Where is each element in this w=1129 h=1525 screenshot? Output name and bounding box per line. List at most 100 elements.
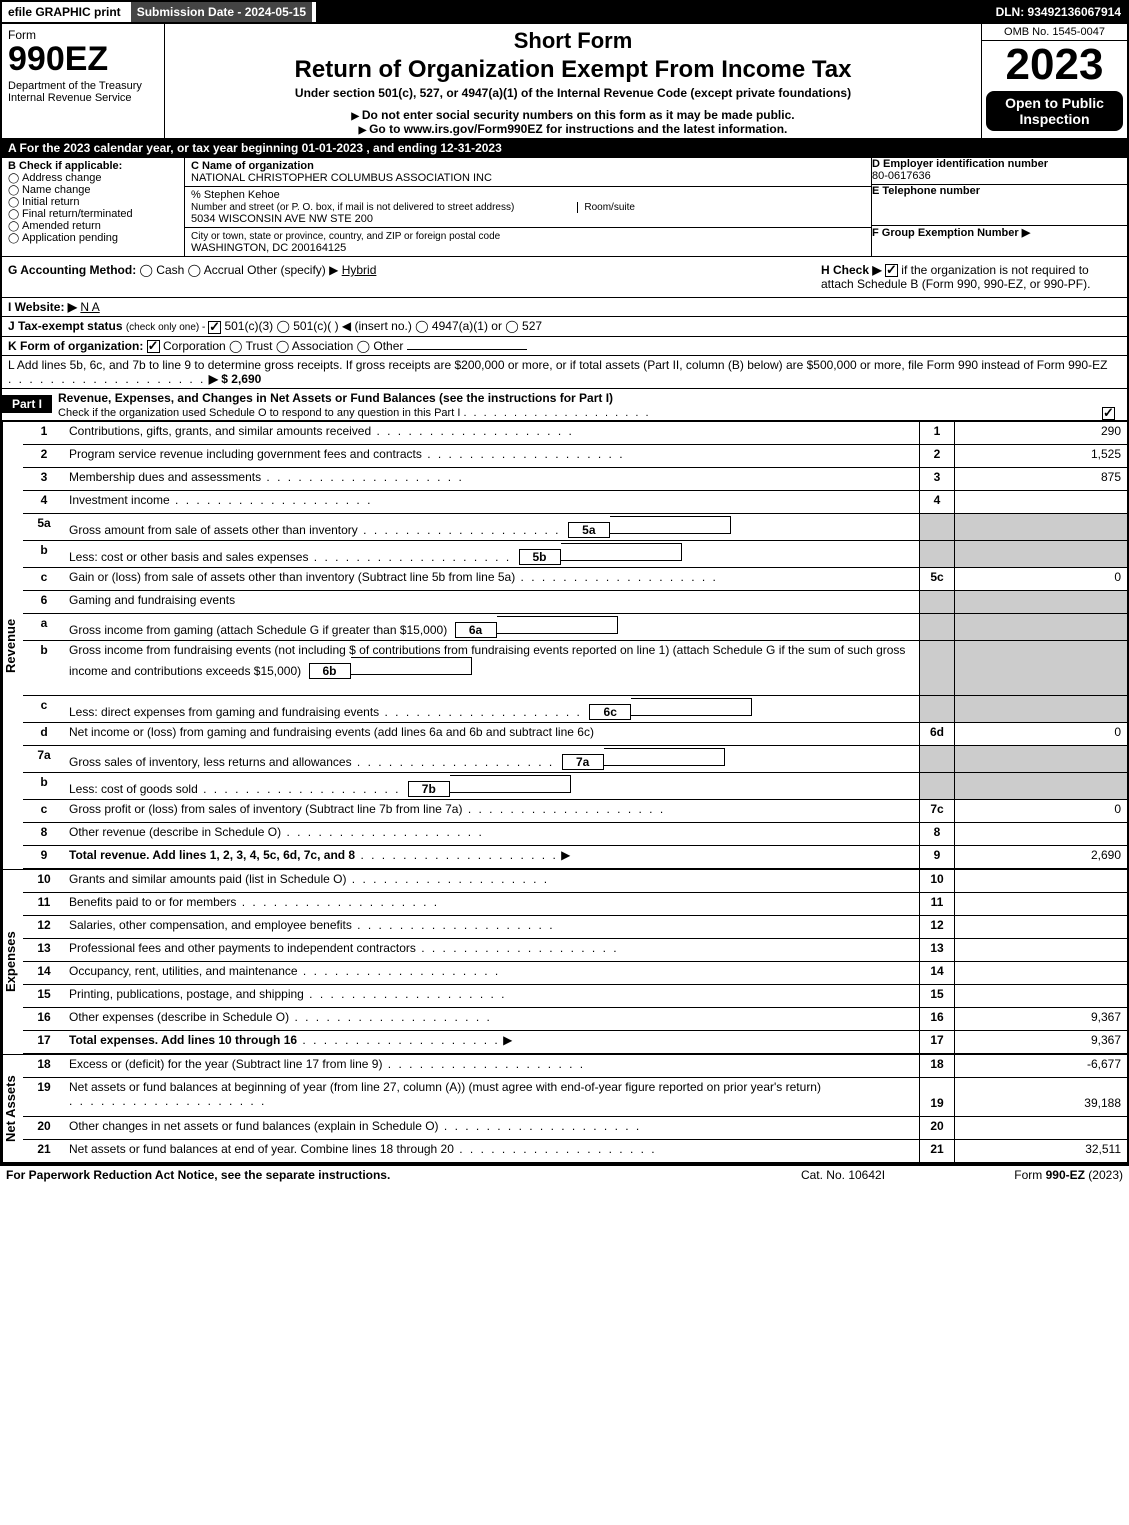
line-5a: 5aGross amount from sale of assets other… xyxy=(23,514,1127,541)
org-name: NATIONAL CHRISTOPHER COLUMBUS ASSOCIATIO… xyxy=(191,172,492,184)
subtitle: Under section 501(c), 527, or 4947(a)(1)… xyxy=(171,86,975,100)
part-1-check-text: Check if the organization used Schedule … xyxy=(58,407,460,419)
b-label: B Check if applicable: xyxy=(8,160,178,172)
efile-print-label[interactable]: efile GRAPHIC print xyxy=(2,2,127,22)
c-label: C Name of organization xyxy=(191,160,314,172)
line-8: 8Other revenue (describe in Schedule O)8 xyxy=(23,823,1127,846)
check-application-pending[interactable]: Application pending xyxy=(8,232,178,244)
check-name-change[interactable]: Name change xyxy=(8,184,178,196)
top-bar: efile GRAPHIC print Submission Date - 20… xyxy=(2,2,1127,24)
ssn-warning: Do not enter social security numbers on … xyxy=(171,108,975,122)
section-j-tax-status: J Tax-exempt status (check only one) - 5… xyxy=(2,317,1127,336)
city-state-zip: WASHINGTON, DC 200164125 xyxy=(191,242,346,254)
line-1: 1Contributions, gifts, grants, and simil… xyxy=(23,422,1127,445)
dln-number: DLN: 93492136067914 xyxy=(990,2,1127,22)
line-6c: cLess: direct expenses from gaming and f… xyxy=(23,696,1127,723)
section-k-form-org: K Form of organization: Corporation ◯ Tr… xyxy=(2,337,1127,356)
form-header: Form 990EZ Department of the Treasury In… xyxy=(2,24,1127,139)
section-b-checkboxes: B Check if applicable: Address change Na… xyxy=(2,158,185,256)
netassets-vlabel: Net Assets xyxy=(2,1055,23,1162)
omb-number: OMB No. 1545-0047 xyxy=(982,24,1127,41)
line-6b: bGross income from fundraising events (n… xyxy=(23,641,1127,696)
check-final-return[interactable]: Final return/terminated xyxy=(8,208,178,220)
line-6: 6Gaming and fundraising events xyxy=(23,591,1127,614)
short-form-title: Short Form xyxy=(171,28,975,54)
footer-formid: Form 990-EZ (2023) xyxy=(943,1168,1123,1182)
section-i-website: I Website: ▶ N A xyxy=(2,298,1127,317)
line-21: 21Net assets or fund balances at end of … xyxy=(23,1140,1127,1162)
period-line-a: A For the 2023 calendar year, or tax yea… xyxy=(2,139,1127,158)
k-label: K Form of organization: xyxy=(8,339,143,353)
city-label: City or town, state or province, country… xyxy=(191,231,500,242)
submission-date: Submission Date - 2024-05-15 xyxy=(127,2,316,22)
main-title: Return of Organization Exempt From Incom… xyxy=(171,56,975,84)
line-17: 17Total expenses. Add lines 10 through 1… xyxy=(23,1031,1127,1054)
expenses-section: Expenses 10Grants and similar amounts pa… xyxy=(2,869,1127,1054)
j-label: J Tax-exempt status xyxy=(8,319,123,333)
g-label: G Accounting Method: xyxy=(8,263,136,277)
ein-value: 80-0617636 xyxy=(872,170,1127,185)
section-c-name-address: C Name of organization NATIONAL CHRISTOP… xyxy=(185,158,871,256)
e-label: E Telephone number xyxy=(872,185,1127,197)
section-d-e-f: D Employer identification number 80-0617… xyxy=(871,158,1127,256)
tax-year: 2023 xyxy=(982,41,1127,87)
part-1-label: Part I xyxy=(2,395,52,413)
line-6a: aGross income from gaming (attach Schedu… xyxy=(23,614,1127,641)
line-4: 4Investment income4 xyxy=(23,491,1127,514)
form-number: 990EZ xyxy=(8,42,158,76)
revenue-vlabel: Revenue xyxy=(2,422,23,869)
revenue-section: Revenue 1Contributions, gifts, grants, a… xyxy=(2,421,1127,869)
line-7c: cGross profit or (loss) from sales of in… xyxy=(23,800,1127,823)
line-15: 15Printing, publications, postage, and s… xyxy=(23,985,1127,1008)
i-label: I Website: ▶ xyxy=(8,300,77,314)
form-990ez: efile GRAPHIC print Submission Date - 20… xyxy=(0,0,1129,1164)
g-options[interactable]: ◯ Cash ◯ Accrual Other (specify) ▶ xyxy=(140,263,339,277)
line-7b: bLess: cost of goods sold 7b xyxy=(23,773,1127,800)
phone-value xyxy=(872,197,1127,226)
line-3: 3Membership dues and assessments3875 xyxy=(23,468,1127,491)
l-amount: ▶ $ 2,690 xyxy=(209,372,262,386)
l-text: L Add lines 5b, 6c, and 7b to line 9 to … xyxy=(8,358,1107,372)
j-501c3-checkbox[interactable] xyxy=(208,321,221,334)
line-5c: cGain or (loss) from sale of assets othe… xyxy=(23,568,1127,591)
line-6d: dNet income or (loss) from gaming and fu… xyxy=(23,723,1127,746)
line-13: 13Professional fees and other payments t… xyxy=(23,939,1127,962)
section-g-h: G Accounting Method: ◯ Cash ◯ Accrual Ot… xyxy=(2,257,1127,298)
f-label: F Group Exemption Number ▶ xyxy=(872,226,1127,239)
open-to-public: Open to Public Inspection xyxy=(986,91,1123,131)
d-label: D Employer identification number xyxy=(872,158,1127,170)
page-footer: For Paperwork Reduction Act Notice, see … xyxy=(0,1164,1129,1184)
line-2: 2Program service revenue including gover… xyxy=(23,445,1127,468)
part-1-schedule-o-checkbox[interactable] xyxy=(1102,407,1115,420)
street-address: 5034 WISCONSIN AVE NW STE 200 xyxy=(191,213,373,225)
line-20: 20Other changes in net assets or fund ba… xyxy=(23,1117,1127,1140)
section-l-gross-receipts: L Add lines 5b, 6c, and 7b to line 9 to … xyxy=(2,356,1127,389)
k-corporation-checkbox[interactable] xyxy=(147,340,160,353)
line-19: 19Net assets or fund balances at beginni… xyxy=(23,1078,1127,1117)
website-value: N A xyxy=(80,300,99,314)
department-label: Department of the Treasury Internal Reve… xyxy=(8,80,158,104)
entity-block: B Check if applicable: Address change Na… xyxy=(2,158,1127,257)
line-16: 16Other expenses (describe in Schedule O… xyxy=(23,1008,1127,1031)
section-h: H Check ▶ if the organization is not req… xyxy=(821,263,1121,291)
line-18: 18Excess or (deficit) for the year (Subt… xyxy=(23,1055,1127,1078)
instructions-link[interactable]: Go to www.irs.gov/Form990EZ for instruct… xyxy=(171,122,975,136)
expenses-vlabel: Expenses xyxy=(2,870,23,1054)
careof: % Stephen Kehoe xyxy=(191,189,280,201)
g-value: Hybrid xyxy=(342,263,377,277)
line-14: 14Occupancy, rent, utilities, and mainte… xyxy=(23,962,1127,985)
check-amended-return[interactable]: Amended return xyxy=(8,220,178,232)
line-7a: 7aGross sales of inventory, less returns… xyxy=(23,746,1127,773)
check-initial-return[interactable]: Initial return xyxy=(8,196,178,208)
part-1-header: Part I Revenue, Expenses, and Changes in… xyxy=(2,389,1127,421)
line-5b: bLess: cost or other basis and sales exp… xyxy=(23,541,1127,568)
line-11: 11Benefits paid to or for members11 xyxy=(23,893,1127,916)
room-label: Room/suite xyxy=(577,202,635,213)
h-checkbox[interactable] xyxy=(885,264,898,277)
net-assets-section: Net Assets 18Excess or (deficit) for the… xyxy=(2,1054,1127,1162)
line-12: 12Salaries, other compensation, and empl… xyxy=(23,916,1127,939)
footer-notice: For Paperwork Reduction Act Notice, see … xyxy=(6,1168,743,1182)
part-1-title: Revenue, Expenses, and Changes in Net As… xyxy=(52,389,1127,407)
check-address-change[interactable]: Address change xyxy=(8,172,178,184)
street-label: Number and street (or P. O. box, if mail… xyxy=(191,202,514,213)
